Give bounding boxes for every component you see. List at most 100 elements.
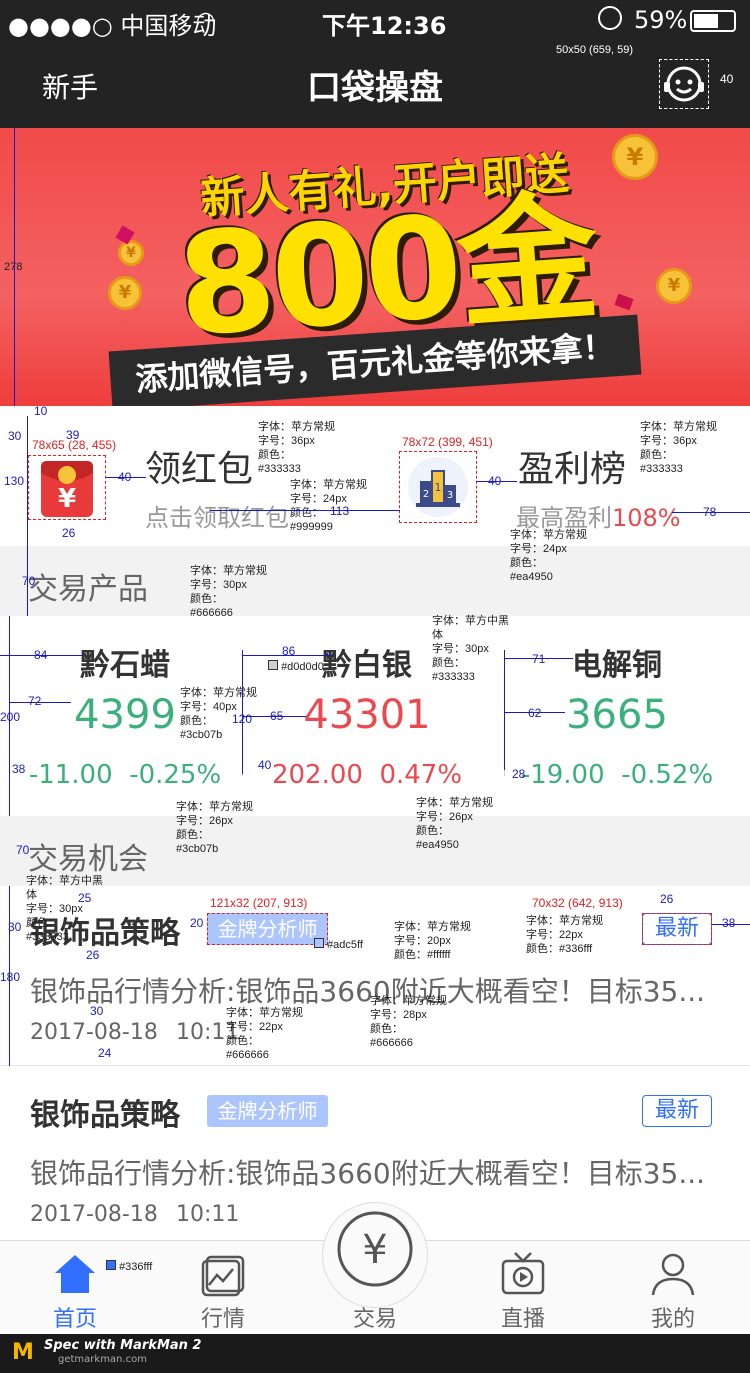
products-section-title: 交易产品 (28, 572, 148, 607)
tab-live[interactable]: 直播 (448, 1241, 598, 1335)
spec-line (505, 658, 573, 659)
tab-mine[interactable]: 我的 (598, 1241, 748, 1335)
clock-label: 下午12:36 (322, 12, 447, 40)
product-name: 黔白银 (322, 648, 412, 683)
tab-home-label: 首页 (52, 1307, 97, 1332)
product-name: 电解铜 (572, 648, 662, 683)
spec-gap: 130 (4, 474, 25, 488)
spec-font: 字体：苹方常规 字号：22px 颜色： #666666 (226, 1007, 303, 1061)
tab-home[interactable]: 首页 (0, 1241, 150, 1335)
spec-line (242, 650, 243, 774)
coin-icon: ¥ (656, 268, 692, 304)
product-price: 4399 (74, 692, 176, 738)
product-card[interactable]: 电解铜 3665 -19.00 -0.52% (492, 616, 742, 816)
spec-box (28, 455, 106, 520)
spec-gap: 40 (720, 72, 734, 86)
spec-gap: 38 (12, 762, 26, 776)
spec-gap: 62 (528, 706, 542, 720)
svg-text:¥: ¥ (362, 1227, 387, 1273)
spec-gap: 10 (34, 404, 48, 418)
spec-box (642, 913, 712, 945)
spec-font: 字体：苹方常规 字号：36px 颜色： #333333 (640, 421, 717, 475)
leaderboard-subtitle-prefix: 最高盈利 (516, 504, 612, 532)
page-title: 口袋操盘 (307, 68, 443, 108)
spec-font: 字体：苹方常规 字号：30px 颜色： #666666 (190, 565, 267, 619)
tab-live-label: 直播 (500, 1307, 545, 1332)
confetti-shape (614, 293, 634, 311)
product-name: 黔石蜡 (80, 648, 170, 683)
article-desc: 银饰品行情分析:银饰品3660附近大概看空！目标35... (30, 1157, 706, 1190)
product-change-value: -19.00 (520, 760, 605, 790)
spec-line (712, 924, 750, 925)
user-icon (651, 1253, 695, 1296)
spec-line (27, 546, 28, 616)
coin-icon: ¥ (108, 276, 142, 310)
spec-dim: 70x32 (642, 913) (532, 896, 623, 910)
product-change-value: -11.00 (28, 760, 113, 790)
product-card[interactable]: 黔白银 43301 202.00 0.47% (242, 616, 492, 816)
spec-line (9, 616, 10, 816)
spec-gap: 40 (258, 758, 272, 772)
svg-text:¥: ¥ (58, 484, 76, 514)
chart-icon (201, 1255, 245, 1297)
spec-gap: 25 (78, 891, 92, 905)
tv-play-icon (501, 1252, 545, 1295)
spec-gap: 39 (66, 428, 80, 442)
spec-line (9, 886, 10, 1066)
article-date: 2017-08-18 (30, 1202, 158, 1227)
article-title: 银饰品策略 (30, 916, 180, 951)
spec-gap: 70 (16, 843, 30, 857)
svg-text:3: 3 (447, 490, 453, 501)
spec-dim: 50x50 (659, 59) (556, 44, 634, 56)
spec-font: 字体：苹方中黑 体 字号：30px 颜色： #333333 (432, 615, 509, 683)
spec-font: 字体：苹方中黑 体 字号：30px 颜色： #333333 (26, 875, 103, 943)
red-packet-title[interactable]: 领红包 (145, 449, 254, 490)
spec-line (672, 512, 750, 513)
home-icon (55, 1255, 95, 1293)
spec-gap: 30 (90, 1004, 104, 1018)
spec-gap: 72 (28, 694, 42, 708)
promo-banner[interactable]: ¥ ¥ ¥ ¥ 新人有礼,开户即送 800金 添加微信号，百元礼金等你来拿！ (0, 128, 750, 406)
opportunities-section-header: 交易机会 (0, 816, 750, 886)
article-time: 10:11 (176, 1020, 240, 1045)
battery-icon (690, 10, 736, 32)
carrier-label: ●●●●○ 中国移动 (8, 12, 217, 40)
spec-line (242, 716, 306, 717)
spec-gap: 278 (4, 260, 22, 274)
spec-color-value: #adc5ff (327, 939, 363, 951)
red-packet-icon[interactable]: ¥ (28, 455, 106, 520)
spec-line (210, 510, 400, 511)
red-packet-subtitle: 点击领取红包 (145, 504, 289, 532)
spec-dim: 121x32 (207, 913) (210, 896, 308, 910)
article-card[interactable]: 银饰品策略 金牌分析师 最新 银饰品行情分析:银饰品3660附近大概看空！目标3… (0, 886, 750, 1066)
spec-line (242, 655, 332, 656)
product-change: -11.00 -0.25% (0, 760, 250, 790)
article-time: 10:11 (176, 1202, 240, 1227)
spec-gap: 26 (86, 948, 100, 962)
opportunities-section-title: 交易机会 (28, 842, 148, 877)
spec-line (106, 477, 146, 478)
leaderboard-subtitle-value: 108% (612, 504, 681, 532)
newbie-button[interactable]: 新手 (42, 71, 99, 104)
leaderboard-icon[interactable]: 2 1 3 (399, 451, 477, 523)
product-card[interactable]: 黔石蜡 4399 -11.00 -0.25% (0, 616, 250, 816)
spec-gap: 180 (0, 970, 21, 984)
spec-gap: 38 (722, 916, 736, 930)
status-bar: ●●●●○ 中国移动 ◠ 下午12:36 59% (0, 0, 750, 40)
battery-label: 59% (634, 6, 688, 34)
spec-color-value: #336fff (119, 1261, 153, 1273)
spec-line (9, 702, 71, 703)
tab-trade[interactable]: ¥ 交易 (322, 1202, 428, 1332)
leaderboard-title[interactable]: 盈利榜 (518, 449, 627, 490)
spec-font: 字体：苹方常规 字号：36px 颜色： #333333 (258, 421, 335, 475)
spec-box (659, 59, 709, 109)
spec-line (504, 650, 505, 770)
spec-line (477, 481, 517, 482)
yen-icon: ¥ (337, 1211, 413, 1287)
spec-box (207, 913, 328, 945)
spec-color-value: #d0d0d0 (281, 661, 324, 673)
article-date: 2017-08-18 (30, 1020, 158, 1045)
spec-gap: 20 (190, 916, 204, 930)
spec-gap: 70 (22, 574, 36, 588)
tab-market[interactable]: 行情 (148, 1241, 298, 1335)
